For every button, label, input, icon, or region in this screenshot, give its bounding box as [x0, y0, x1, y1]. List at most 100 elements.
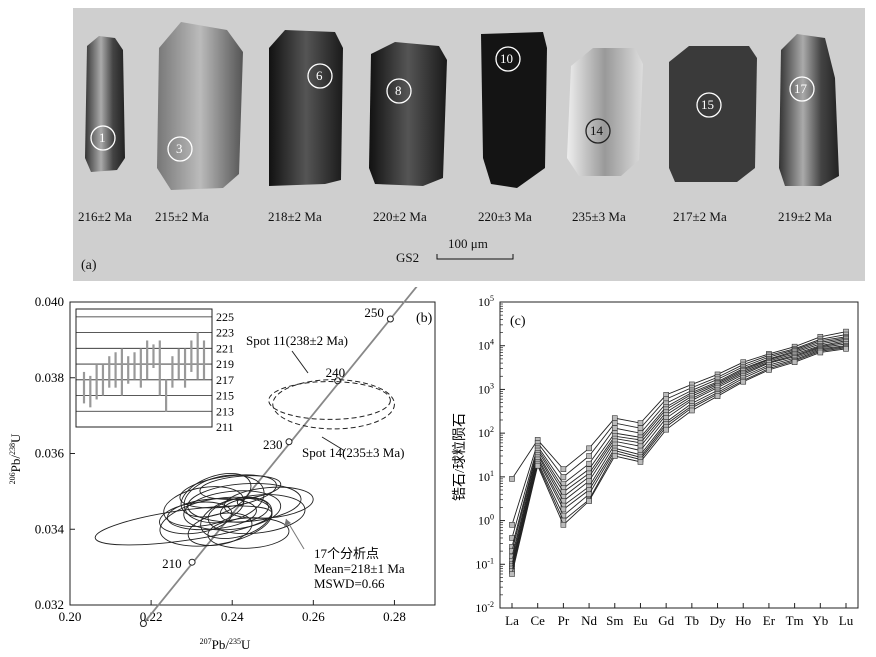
cl-image-panel: 1 3 6 8 10 14 15 17 216±2 Ma 215±2 Ma 21… [73, 8, 865, 281]
zircon-grain-8 [369, 42, 447, 186]
excluded-spot-ellipse [272, 379, 395, 430]
grain-age: 216±2 Ma [78, 209, 132, 224]
x-tick-label: Eu [633, 613, 648, 628]
ree-series-line [511, 348, 847, 575]
spot-label: 8 [395, 83, 402, 98]
ree-data-point [509, 522, 515, 528]
spot11-leader [291, 350, 309, 374]
x-axis-label: 207Pb/235U [200, 637, 251, 652]
y-tick-label: 0.034 [35, 521, 65, 536]
ree-series-line [511, 331, 847, 480]
ree-data-point [740, 378, 747, 385]
grain-age: 218±2 Ma [268, 209, 322, 224]
spot-label: 10 [500, 51, 513, 66]
result-count: 17个分析点 [314, 546, 379, 561]
y-tick-label: 100 [478, 513, 494, 528]
concordia-age-label: 240 [326, 365, 346, 380]
y-tick-label: 103 [478, 381, 494, 396]
y-tick-label: 0.032 [35, 597, 64, 612]
y-tick-label: 0.040 [35, 294, 64, 309]
concordia-curve [140, 287, 418, 628]
x-tick-label: Er [763, 613, 776, 628]
panel-a-letter: (a) [81, 258, 97, 273]
analysis-ellipse [183, 490, 282, 531]
ree-data-point [663, 426, 669, 433]
y-tick-label: 102 [478, 425, 494, 440]
ree-data-point [766, 367, 772, 373]
concordia-age-point [188, 558, 196, 566]
inset-tick-label: 219 [216, 357, 234, 371]
ree-axes: 10-2 10-1 100 101 102 103 104 105 La Ce Pr Nd Sm Eu Gd… [475, 294, 853, 628]
ree-data-point [586, 498, 592, 504]
ree-data-point [611, 415, 618, 421]
concordia-age-point [386, 315, 394, 323]
ree-series-line [511, 346, 847, 569]
ree-data-point [689, 407, 695, 414]
ree-data-point [611, 425, 618, 431]
grain-age: 220±3 Ma [478, 209, 532, 224]
x-tick-label: 0.26 [302, 609, 325, 624]
ree-data-point [509, 571, 515, 577]
zircon-cl-images [85, 22, 839, 260]
ree-data-point [611, 453, 618, 459]
analysis-ellipse [180, 472, 252, 518]
x-tick-label: Gd [658, 613, 674, 628]
y-tick-label: 105 [478, 294, 494, 309]
plot-frame [499, 301, 859, 609]
ree-data-point [509, 476, 515, 482]
ree-series-line [511, 338, 847, 552]
ree-series-line [511, 334, 847, 525]
x-tick-label: Pr [558, 613, 570, 628]
inset-tick-label: 215 [216, 389, 234, 403]
ree-data-point [534, 462, 541, 469]
concordia-axes: 0.20 0.22 0.24 0.26 0.280.0320.0340.0360.038… [35, 294, 406, 624]
panel-c-letter: (c) [510, 314, 526, 329]
panel-b-letter: (b) [416, 311, 433, 326]
inset-tick-label: 217 [216, 373, 234, 387]
grain-age: 220±2 Ma [373, 209, 427, 224]
ree-data-point [560, 474, 567, 480]
ree-data-point [637, 459, 644, 465]
y-tick-label: 0.038 [35, 370, 64, 385]
concordia-age-label: 250 [364, 305, 384, 320]
ree-series-lines [509, 328, 849, 577]
inset-tick-label: 221 [216, 341, 234, 355]
analysis-ellipses [94, 379, 395, 549]
ree-data-point [714, 393, 721, 399]
x-tick-label: Tb [685, 613, 699, 628]
spot-6-circle [307, 63, 333, 89]
x-tick-label: Ho [735, 613, 751, 628]
sample-label: GS2 [396, 250, 420, 265]
x-tick-label: Ce [530, 613, 545, 628]
scale-bar [436, 254, 514, 260]
ree-data-point [817, 349, 824, 356]
spot-10-circle [495, 46, 521, 72]
zircon-grain-14 [567, 48, 643, 176]
ree-data-point [791, 359, 798, 365]
result-mswd: MSWD=0.66 [314, 576, 385, 591]
inset-tick-label: 225 [216, 310, 234, 324]
x-tick-label: 0.20 [59, 609, 82, 624]
grain-age: 215±2 Ma [155, 209, 209, 224]
concordia-chart: 0.20 0.22 0.24 0.26 0.280.0320.0340.0360.038… [8, 287, 436, 652]
zircon-grain-15 [669, 46, 757, 182]
ree-data-point [586, 445, 592, 452]
excluded-spot-ellipse [268, 381, 391, 420]
concordia-age-label: 230 [263, 437, 283, 452]
ree-series-line [511, 337, 847, 548]
y-axis-label: 206Pb/238U [8, 433, 23, 484]
spot14-label: Spot 14(235±3 Ma) [302, 445, 404, 460]
spot-8-circle [386, 78, 412, 104]
zircon-grain-3 [157, 22, 243, 190]
ree-data-point [611, 420, 618, 426]
ree-data-point [560, 522, 567, 528]
x-tick-label: Yb [812, 613, 828, 628]
inset-frame [75, 308, 213, 428]
ree-data-point [843, 345, 849, 352]
inset-tick-label: 213 [216, 404, 234, 418]
y-tick-label: 101 [478, 469, 494, 484]
spot-label: 15 [701, 97, 714, 112]
ree-data-point [560, 466, 567, 472]
x-tick-label: Dy [710, 613, 726, 628]
